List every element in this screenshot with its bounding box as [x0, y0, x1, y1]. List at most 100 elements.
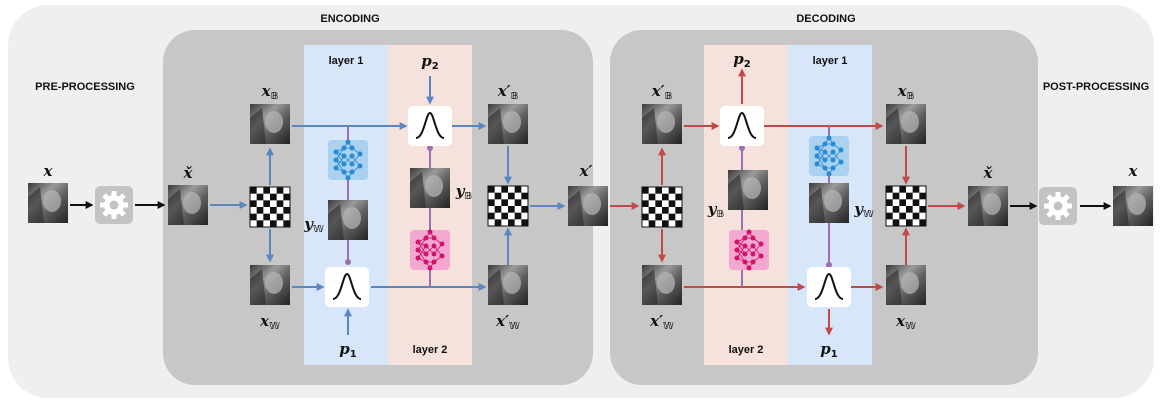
symbol-base: x [895, 312, 906, 330]
symbol-base: x [259, 312, 270, 330]
symbol: x̌ [983, 164, 994, 182]
icon [641, 186, 683, 228]
symbol: x′𝕎 [649, 312, 674, 332]
symbol-base: x [897, 82, 908, 100]
icon [409, 229, 451, 271]
icon [968, 186, 1008, 226]
symbol-sub: 𝕎 [509, 321, 520, 332]
icon [168, 185, 208, 225]
symbol-sub: 𝕎 [269, 321, 280, 332]
symbol-sub: 𝔹 [665, 91, 673, 102]
symbol-base: x [1128, 162, 1139, 180]
symbol-base: x′ [495, 312, 509, 330]
symbol-sub: 𝕎 [313, 224, 324, 235]
icon [885, 185, 927, 227]
symbol-sub: 𝕎 [905, 321, 916, 332]
junction-dot [427, 145, 433, 151]
symbol-base: y [707, 200, 718, 218]
symbol-base: p [820, 340, 831, 358]
layer-label: layer 2 [729, 344, 764, 356]
symbol-sub: 1 [350, 349, 357, 360]
icon [327, 139, 369, 181]
junction-dot [739, 145, 745, 151]
icon [488, 104, 528, 144]
icon [28, 183, 68, 223]
layer-label: layer 1 [329, 55, 364, 67]
icon [407, 105, 453, 147]
symbol-sub: 𝔹 [271, 91, 279, 102]
icon [488, 265, 528, 305]
symbol-sub: 𝔹 [465, 191, 473, 202]
icon [95, 186, 133, 224]
icon [1113, 186, 1153, 226]
symbol: x𝔹 [897, 82, 915, 102]
symbol: p1 [820, 340, 838, 360]
symbol-sub: 𝕎 [663, 321, 674, 332]
symbol-base: x [261, 82, 272, 100]
icon [886, 104, 926, 144]
symbol: y𝔹 [707, 200, 725, 220]
symbol-sub: 𝔹 [907, 91, 915, 102]
icon [324, 266, 370, 308]
symbol: x′𝔹 [651, 82, 673, 102]
icon [410, 168, 450, 208]
symbol: y𝕎 [303, 215, 324, 235]
symbol-base: y [853, 200, 864, 218]
symbol-base: x′ [651, 82, 665, 100]
symbol: x′𝔹 [497, 82, 519, 102]
icon [642, 265, 682, 305]
icon [719, 105, 765, 147]
symbol-base: x′ [497, 82, 511, 100]
junction-dot [345, 259, 351, 265]
symbol-base: x [43, 162, 54, 180]
icon [250, 104, 290, 144]
symbol-base: p [733, 50, 744, 68]
symbol: y𝕎 [853, 200, 874, 220]
icon [250, 265, 290, 305]
symbol: p2 [421, 52, 439, 72]
icon [809, 183, 849, 223]
icon [886, 265, 926, 305]
icon [568, 186, 608, 226]
icon [487, 185, 529, 227]
icon [806, 266, 852, 308]
layer-label: layer 2 [413, 344, 448, 356]
symbol: p1 [339, 340, 357, 360]
symbol: x𝕎 [259, 312, 280, 332]
symbol-base: y [303, 215, 314, 233]
symbol-base: p [421, 52, 432, 70]
symbol-base: y [455, 182, 466, 200]
symbol: p2 [733, 50, 751, 70]
symbol: x′ [579, 162, 593, 180]
symbol: x′𝕎 [495, 312, 520, 332]
symbol: x𝕎 [895, 312, 916, 332]
section-title: PRE-PROCESSING [35, 81, 135, 93]
symbol-sub: 𝕎 [863, 209, 874, 220]
symbol-sub: 2 [744, 59, 751, 70]
icon [1039, 187, 1077, 225]
section-title: DECODING [796, 13, 855, 25]
layer-label: layer 1 [813, 55, 848, 67]
symbol-sub: 2 [432, 61, 439, 72]
symbol-sub: 𝔹 [717, 209, 725, 220]
symbol: x𝔹 [261, 82, 279, 102]
symbol: x [43, 162, 54, 180]
icon [328, 200, 368, 240]
symbol: x̌ [183, 164, 194, 182]
section-title: POST-PROCESSING [1043, 81, 1149, 93]
symbol: y𝔹 [455, 182, 473, 202]
icon [642, 104, 682, 144]
symbol-base: x̌ [983, 164, 994, 182]
symbol-base: p [339, 340, 350, 358]
symbol-base: x′ [649, 312, 663, 330]
symbol-base: x′ [579, 162, 593, 180]
symbol-sub: 1 [831, 349, 838, 360]
section-title: ENCODING [320, 13, 379, 25]
icon [249, 186, 291, 228]
icon [808, 135, 850, 177]
symbol-base: x̌ [183, 164, 194, 182]
icon [728, 170, 768, 210]
icon [728, 229, 770, 271]
symbol-sub: 𝔹 [511, 91, 519, 102]
